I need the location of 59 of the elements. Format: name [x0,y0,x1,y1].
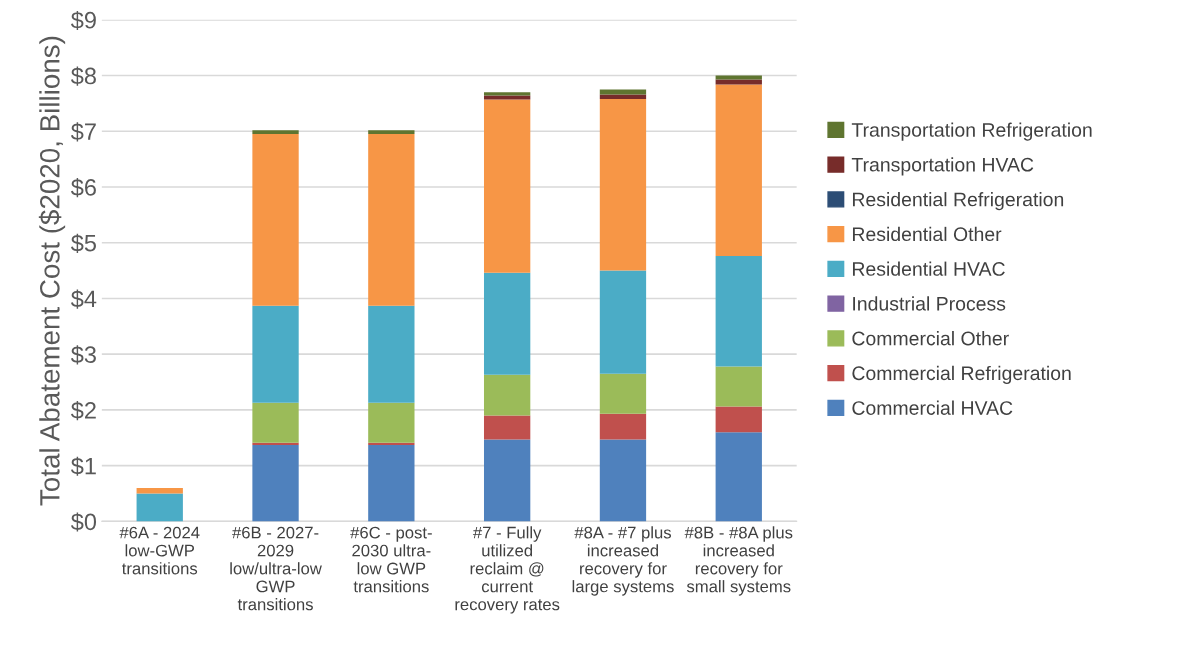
bar [252,402,299,443]
bar [252,305,299,403]
bar [715,256,762,367]
bar [599,98,647,271]
bar [252,445,299,522]
x-tick-label: #8A - #7 plus increased recovery for large systems [572,526,674,596]
bar [368,305,415,403]
bar [136,493,183,522]
bar [368,134,415,306]
bar [599,89,647,95]
x-tick-label: #8B - #8A plus increased recovery for small systems [684,526,793,596]
legend-label: Commercial Refrigeration [852,365,1071,384]
y-tick-label: $8 [70,66,96,86]
y-tick-label: $7 [70,122,96,142]
bar [368,130,415,135]
legend-label: Transportation HVAC [851,157,1034,176]
bar [483,92,531,96]
bar [483,272,531,375]
y-tick-label: $3 [70,345,96,365]
bar [715,432,762,522]
legend-label: Commercial Other [852,331,1009,346]
bar [136,487,183,494]
bar [483,99,531,273]
bar [252,442,299,446]
y-tick-label: $9 [70,10,96,30]
bar [483,439,531,522]
legend-label: Residential Other [853,226,1002,242]
bar [715,84,762,257]
legend-label: Residential Refrigeration [853,192,1064,211]
y-tick-label: $1 [70,456,96,476]
bar [599,373,647,414]
bar [368,402,415,443]
legend-label: Commercial HVAC [852,400,1013,415]
legend-label: Residential HVAC [853,261,1005,276]
bar [252,130,299,135]
bar [599,439,647,522]
bar [252,134,299,306]
x-tick-label: #6C - post- 2030 ultra- low GWP transitions [350,526,432,593]
y-tick-label: $6 [70,178,96,198]
bar [715,366,762,407]
bar [599,413,647,440]
x-tick-label: #6A - 2024 low-GWP transitions [119,526,200,575]
y-tick-label: $5 [70,233,96,253]
bar [483,374,531,416]
bar [368,442,415,446]
bar [599,270,647,374]
legend-label: Transportation Refrigeration [851,122,1092,141]
bar [715,79,762,85]
y-tick-label: $2 [70,401,96,421]
bar [368,445,415,522]
x-tick-label: #6B - 2027- 2029 low/ultra-low GWP transitions [230,526,322,611]
bar [483,415,531,440]
y-tick-label: $0 [70,512,97,532]
bar [599,94,647,99]
y-tick-label: $4 [70,289,97,309]
bar [715,406,762,433]
y-axis-title: Total Abatement Cost ($2020, Billions) [38,36,66,506]
legend-label: Industrial Process [853,296,1006,311]
x-tick-label: #7 - Fully utilized reclaim @ current recovery rates [455,526,560,614]
